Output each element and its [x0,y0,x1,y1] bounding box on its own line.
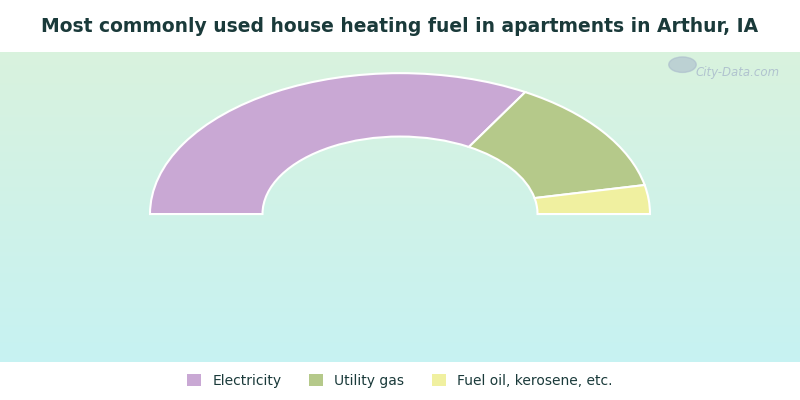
Legend: Electricity, Utility gas, Fuel oil, kerosene, etc.: Electricity, Utility gas, Fuel oil, kero… [182,368,618,394]
Wedge shape [150,73,526,214]
Text: City-Data.com: City-Data.com [696,66,780,79]
Wedge shape [534,185,650,214]
Wedge shape [469,92,645,198]
Text: Most commonly used house heating fuel in apartments in Arthur, IA: Most commonly used house heating fuel in… [42,16,758,36]
Circle shape [669,57,696,72]
